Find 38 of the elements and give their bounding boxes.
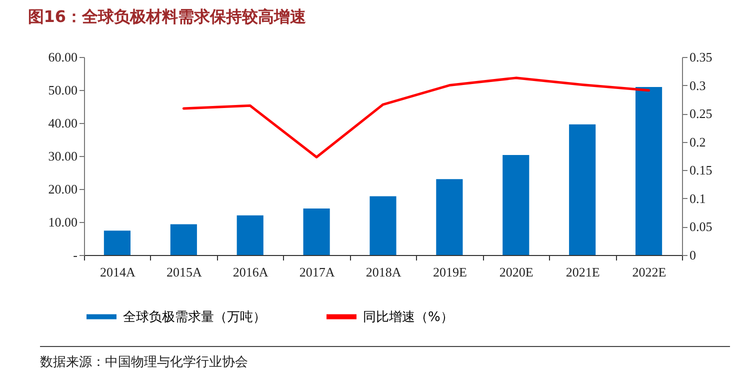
y-tick-label: 30.00 — [48, 148, 78, 164]
x-tick-label: 2018A — [366, 264, 402, 280]
x-tick-label: 2014A — [100, 264, 136, 280]
y-tick-label: 10.00 — [48, 214, 78, 230]
legend-label: 同比增速（%） — [363, 310, 454, 325]
x-tick-label: 2022E — [632, 264, 666, 280]
x-tick-label: 2020E — [499, 264, 534, 280]
bar — [569, 124, 596, 255]
bar — [502, 155, 530, 255]
y-tick-label: 50.00 — [48, 82, 78, 98]
line-series — [182, 76, 650, 158]
y2-tick-label: 0.2 — [690, 134, 706, 150]
bar — [170, 224, 197, 255]
bar — [436, 179, 463, 255]
y2-tick-label: 0 — [690, 248, 696, 262]
y2-tick-label: 0.05 — [690, 219, 712, 234]
y-tick-label: 60.00 — [48, 50, 78, 64]
y-tick-label: 40.00 — [48, 116, 78, 130]
x-tick-label: 2016A — [232, 264, 269, 280]
y2-tick-label: 0.15 — [690, 162, 712, 178]
y-tick-label: - — [73, 248, 78, 262]
bar — [236, 215, 264, 255]
x-tick-label: 2021E — [566, 264, 600, 280]
bar — [370, 196, 396, 255]
y2-tick-label: 0.35 — [690, 50, 712, 64]
bar — [303, 208, 330, 255]
x-tick-label: 2017A — [299, 264, 336, 280]
chart-title: 图16：全球负极材料需求保持较高增速 — [28, 7, 308, 26]
y2-tick-label: 0.1 — [690, 190, 706, 206]
y2-tick-label: 0.25 — [690, 106, 712, 122]
bar — [104, 230, 131, 255]
bar — [635, 87, 662, 255]
source-note: 数据来源：中国物理与化学行业协会 — [40, 354, 249, 371]
x-tick-label: 2015A — [166, 264, 202, 280]
y-tick-label: 20.00 — [48, 182, 78, 196]
x-tick-label: 2019E — [432, 264, 467, 280]
y2-tick-label: 0.3 — [690, 78, 706, 93]
legend-label: 全球负极需求量（万吨） — [123, 310, 266, 325]
